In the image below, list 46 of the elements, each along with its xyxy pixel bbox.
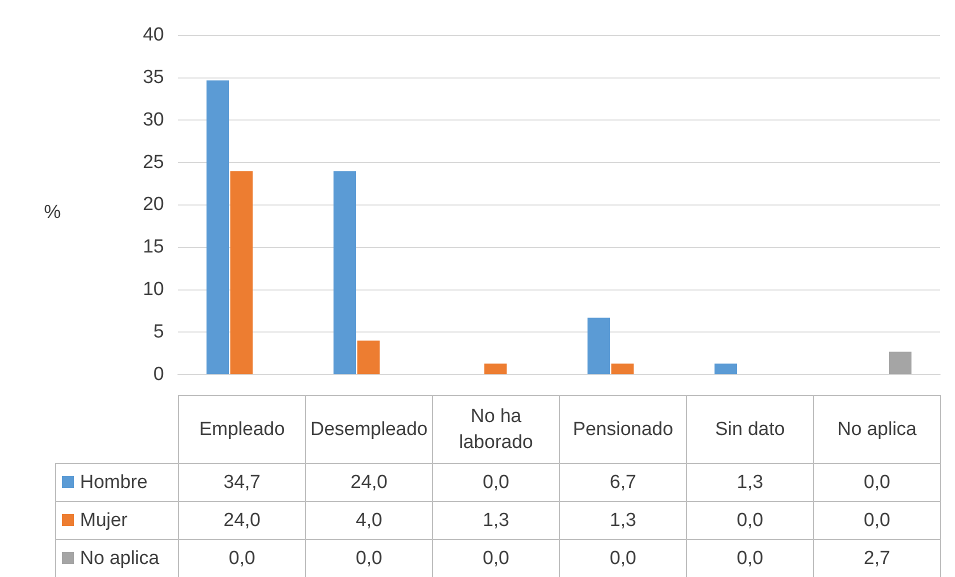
- x-tick-label: No aplica: [814, 396, 940, 464]
- data-label: 2,7: [814, 540, 940, 577]
- y-tick-label: 5: [153, 321, 164, 342]
- y-tick-label: 0: [153, 364, 164, 385]
- data-label: 0,0: [432, 540, 560, 577]
- bar: [611, 364, 634, 374]
- bar: [357, 340, 380, 374]
- x-tick-label: Empleado: [178, 396, 306, 464]
- x-tick-label: Pensionado: [560, 396, 686, 464]
- legend-label: Mujer: [56, 502, 178, 540]
- data-label: 1,3: [686, 464, 814, 502]
- data-label: 24,0: [306, 464, 432, 502]
- y-tick-label: 20: [142, 194, 164, 216]
- legend-label: Hombre: [56, 464, 178, 502]
- data-label: 34,7: [178, 464, 306, 502]
- y-axis-title: %: [44, 202, 61, 224]
- data-label: 4,0: [306, 502, 432, 540]
- bar: [588, 318, 610, 374]
- y-tick-label: 10: [142, 279, 164, 300]
- bar: [206, 80, 230, 374]
- y-tick-label: 35: [142, 67, 164, 88]
- data-label: 0,0: [686, 540, 814, 577]
- data-label: 0,0: [814, 502, 940, 540]
- data-label: 24,0: [178, 502, 306, 540]
- y-tick-label: 40: [142, 24, 164, 46]
- data-label: 1,3: [432, 502, 560, 540]
- data-label: 6,7: [560, 464, 686, 502]
- y-tick-label: 25: [142, 152, 164, 173]
- data-label: 0,0: [178, 540, 306, 577]
- bar: [230, 171, 253, 374]
- data-label: 0,0: [560, 540, 686, 577]
- x-tick-label: Desempleado: [306, 396, 432, 464]
- y-tick-label: 30: [142, 109, 164, 130]
- data-label: 0,0: [306, 540, 432, 577]
- data-label: 0,0: [686, 502, 814, 540]
- bar: [484, 364, 507, 374]
- bar: [888, 352, 912, 374]
- data-label: 0,0: [432, 464, 560, 502]
- data-label: 1,3: [560, 502, 686, 540]
- legend-label: No aplica: [56, 540, 178, 577]
- x-tick-label: Sin dato: [686, 396, 814, 464]
- bar: [714, 364, 738, 374]
- y-tick-label: 15: [142, 236, 164, 258]
- x-tick-label: No ha laborado: [432, 396, 560, 464]
- data-label: 0,0: [814, 464, 940, 502]
- bar: [334, 171, 356, 374]
